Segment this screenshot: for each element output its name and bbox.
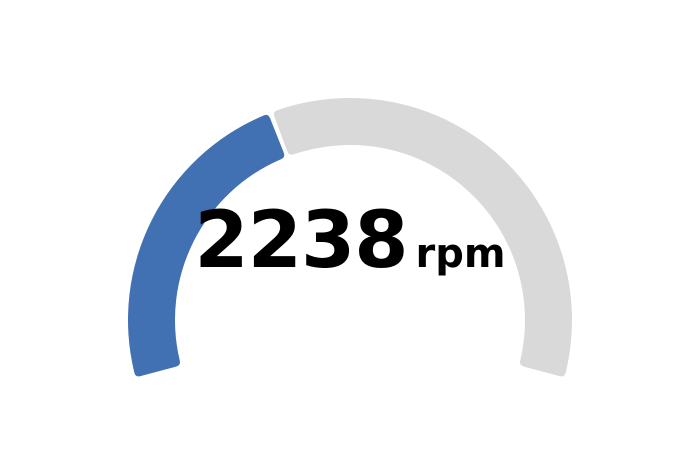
gauge-unit: rpm bbox=[415, 231, 506, 277]
gauge-value-arc bbox=[127, 114, 285, 377]
gauge-track-arc bbox=[273, 97, 573, 377]
gauge-value: 2238 bbox=[194, 196, 408, 286]
gauge-readout: 2238 rpm bbox=[0, 202, 700, 280]
